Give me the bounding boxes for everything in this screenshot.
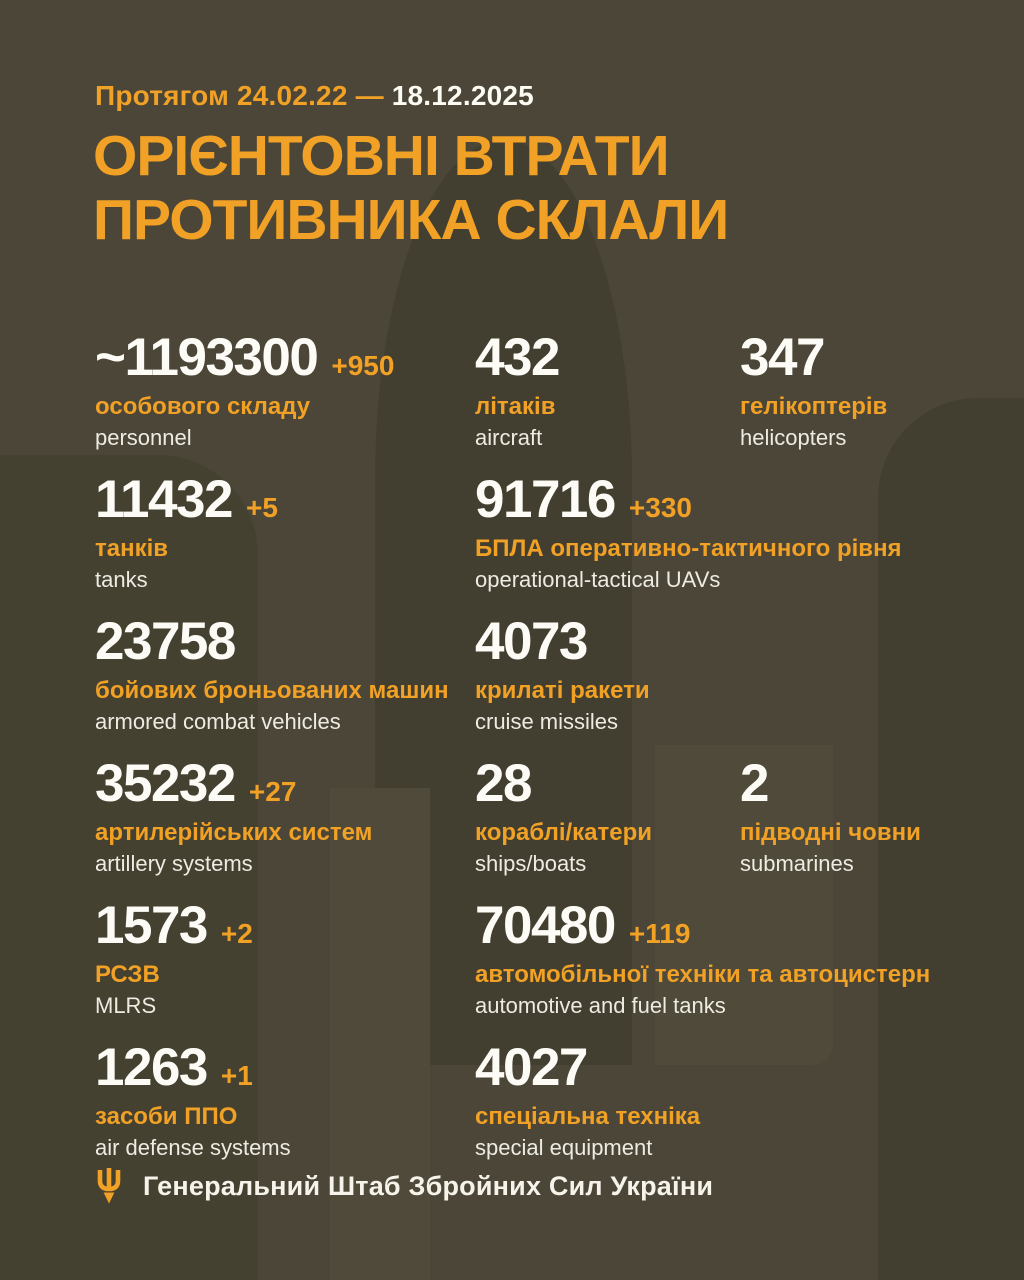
watermark-trident-right-prong bbox=[878, 398, 1024, 1280]
stat-label-en: aircraft bbox=[475, 425, 543, 450]
watermark-light-strip-left bbox=[330, 788, 430, 1280]
stat-label-en: special equipment bbox=[475, 1135, 653, 1160]
stat-label-ua: артилерійських систем bbox=[95, 819, 373, 846]
trident-icon bbox=[97, 1168, 121, 1204]
watermark-light-strip-center bbox=[655, 745, 833, 1065]
stat-artillery-systems: 35232 +27 артилерійських систем artillery… bbox=[95, 756, 475, 898]
stat-armored-combat-vehicles: 23758 бойових броньованих машин armored … bbox=[95, 614, 475, 756]
stat-label-ua: засоби ППО bbox=[95, 1103, 238, 1130]
stat-label-en: artillery systems bbox=[95, 851, 253, 876]
stat-delta: +119 bbox=[628, 918, 691, 949]
stat-special-equipment: 4027 спеціальна техніка special equipmen… bbox=[475, 1040, 994, 1182]
stat-aircraft: 432 літаків aircraft bbox=[475, 330, 740, 472]
stat-label-ua: танків bbox=[95, 535, 169, 562]
stats-grid: ~1193300 +950 особового складу personnel … bbox=[95, 330, 994, 1182]
stat-label-en: cruise missiles bbox=[475, 709, 619, 734]
stat-delta: +1 bbox=[220, 1060, 253, 1091]
stat-label-ua: кораблі/катери bbox=[475, 819, 653, 846]
stat-value: 347 bbox=[740, 328, 825, 387]
stat-label-en: automotive and fuel tanks bbox=[475, 993, 726, 1018]
stat-label-ua: особового складу bbox=[95, 393, 311, 420]
page-title-line1: ОРІЄНТОВНІ ВТРАТИ bbox=[93, 124, 670, 188]
stat-label-ua: літаків bbox=[475, 393, 556, 420]
stat-air-defense: 1263 +1 засоби ППО air defense systems bbox=[95, 1040, 475, 1182]
stat-ships-boats: 28 кораблі/катери ships/boats bbox=[475, 756, 740, 898]
page-title-line2: ПРОТИВНИКА СКЛАЛИ bbox=[93, 188, 729, 252]
stat-uavs: 91716 +330 БПЛА оперативно-тактичного рів… bbox=[475, 472, 994, 614]
stat-label-en: air defense systems bbox=[95, 1135, 291, 1160]
stat-label-en: armored combat vehicles bbox=[95, 709, 341, 734]
stat-label-ua: підводні човни bbox=[740, 819, 921, 846]
stat-automotive-fuel-tanks: 70480 +119 автомобільної техніки та автоц… bbox=[475, 898, 994, 1040]
stat-value: 2 bbox=[740, 754, 769, 813]
stat-tanks: 11432 +5 танків tanks bbox=[95, 472, 475, 614]
stat-label-ua: автомобільної техніки та автоцистерн bbox=[475, 961, 931, 988]
stat-label-en: personnel bbox=[95, 425, 192, 450]
page-title: ОРІЄНТОВНІ ВТРАТИ ПРОТИВНИКА СКЛАЛИ bbox=[93, 124, 729, 252]
stat-cruise-missiles: 4073 крилаті ракети cruise missiles bbox=[475, 614, 994, 756]
stat-submarines: 2 підводні човни submarines bbox=[740, 756, 994, 898]
stat-label-en: ships/boats bbox=[475, 851, 587, 876]
stat-value: 11432 bbox=[95, 470, 233, 529]
stat-value: 432 bbox=[475, 328, 560, 387]
stat-value: 35232 bbox=[95, 754, 236, 813]
stat-label-en: tanks bbox=[95, 567, 148, 592]
reporting-period: Протягом 24.02.22 — 18.12.2025 bbox=[95, 80, 534, 112]
stat-personnel: ~1193300 +950 особового складу personnel bbox=[95, 330, 475, 472]
stat-value: 4073 bbox=[475, 612, 588, 671]
stat-value: 1263 bbox=[95, 1038, 208, 1097]
stat-value: 70480 bbox=[475, 896, 616, 955]
stat-label-en: submarines bbox=[740, 851, 854, 876]
period-prefix: Протягом 24.02.22 — bbox=[95, 80, 384, 111]
stat-label-ua: спеціальна техніка bbox=[475, 1103, 701, 1130]
stat-delta: +330 bbox=[628, 492, 692, 523]
stat-value: 28 bbox=[475, 754, 532, 813]
stat-label-ua: бойових броньованих машин bbox=[95, 677, 449, 704]
stat-label-en: helicopters bbox=[740, 425, 847, 450]
stat-delta: +5 bbox=[245, 492, 278, 523]
stat-label-ua: гелікоптерів bbox=[740, 393, 888, 420]
stat-delta: +2 bbox=[220, 918, 253, 949]
stat-mlrs: 1573 +2 РСЗВ MLRS bbox=[95, 898, 475, 1040]
stat-value: 23758 bbox=[95, 612, 236, 671]
stat-value: 4027 bbox=[475, 1038, 588, 1097]
stat-delta: +950 bbox=[331, 350, 395, 381]
stat-delta: +27 bbox=[248, 776, 297, 807]
watermark-trident-left-shape bbox=[0, 455, 258, 1280]
stat-value: ~1193300 bbox=[95, 328, 319, 387]
period-current-date: 18.12.2025 bbox=[391, 80, 534, 111]
stat-label-ua: крилаті ракети bbox=[475, 677, 650, 704]
footer-org-name: Генеральний Штаб Збройних Сил України bbox=[143, 1170, 714, 1201]
stat-label-en: operational-tactical UAVs bbox=[475, 567, 721, 592]
stat-value: 1573 bbox=[95, 896, 208, 955]
stat-label-ua: БПЛА оперативно-тактичного рівня bbox=[475, 535, 902, 562]
stat-label-en: MLRS bbox=[95, 993, 157, 1018]
stat-label-ua: РСЗВ bbox=[95, 961, 160, 988]
footer: Генеральний Штаб Збройних Сил України bbox=[95, 1168, 713, 1204]
stat-helicopters: 347 гелікоптерів helicopters bbox=[740, 330, 994, 472]
stat-value: 91716 bbox=[475, 470, 616, 529]
